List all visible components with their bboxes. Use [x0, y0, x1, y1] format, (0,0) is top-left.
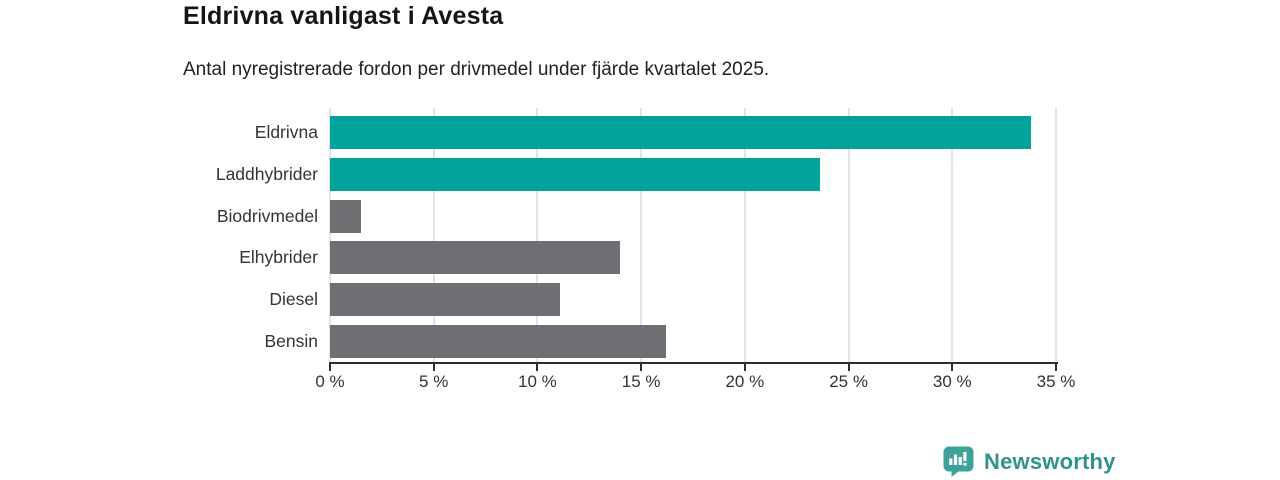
logo-text: Newsworthy — [984, 448, 1116, 474]
axis-tick-label: 25 % — [829, 372, 868, 391]
axis-tick — [432, 364, 435, 371]
gridline — [847, 108, 850, 362]
x-axis-ticks — [329, 364, 1057, 372]
bar-diesel — [330, 283, 561, 317]
category-label: Diesel — [269, 289, 318, 310]
axis-tick-label: 30 % — [932, 372, 972, 391]
axis-tick — [951, 364, 954, 371]
chart-subtitle: Antal nyregistrerade fordon per drivmede… — [183, 59, 770, 80]
bar-biodrivmedel — [330, 199, 362, 233]
gridline — [1055, 108, 1057, 362]
axis-tick — [847, 364, 850, 371]
gridline — [743, 108, 746, 362]
chart-title: Eldrivna vanligast i Avesta — [183, 2, 504, 30]
category-label: Elhybrider — [239, 247, 318, 268]
category-label: Bensin — [264, 331, 318, 351]
x-axis-line — [329, 362, 1058, 364]
gridline — [951, 108, 954, 362]
newsworthy-logo[interactable]: Newsworthy — [942, 445, 1116, 478]
axis-tick-label: 20 % — [725, 372, 765, 391]
axis-tick-label: 5 % — [419, 372, 449, 391]
axis-tick — [536, 364, 539, 371]
axis-tick-label: 0 % — [315, 372, 345, 391]
category-axis: Eldrivna Laddhybrider Biodrivmedel Elhybrid… — [100, 108, 318, 362]
axis-tick — [743, 364, 746, 371]
gridline — [329, 108, 331, 362]
category-label: Eldrivna — [254, 122, 318, 142]
axis-tick — [329, 364, 331, 371]
x-axis-tick-labels: 0 % 5 % 10 % 15 % 20 % 25 % 30 % 35 % — [315, 372, 1075, 396]
axis-tick — [640, 364, 643, 371]
axis-tick — [1055, 364, 1057, 371]
gridline — [432, 108, 435, 362]
category-label: Biodrivmedel — [216, 205, 318, 226]
bar-chart-speech-bubble-icon — [943, 446, 974, 477]
category-label: Laddhybrider — [215, 163, 318, 184]
axis-tick-label: 35 % — [1036, 372, 1076, 391]
gridline — [536, 108, 539, 362]
axis-tick-label: 15 % — [621, 372, 661, 391]
axis-tick-label: 10 % — [518, 372, 557, 391]
bar-eldrivna — [330, 116, 1032, 149]
gridline — [640, 108, 643, 362]
bar-bensin — [330, 325, 667, 358]
bar-elhybrider — [330, 241, 621, 275]
plot-area — [329, 108, 1057, 362]
bar-laddhybrider — [330, 157, 820, 191]
